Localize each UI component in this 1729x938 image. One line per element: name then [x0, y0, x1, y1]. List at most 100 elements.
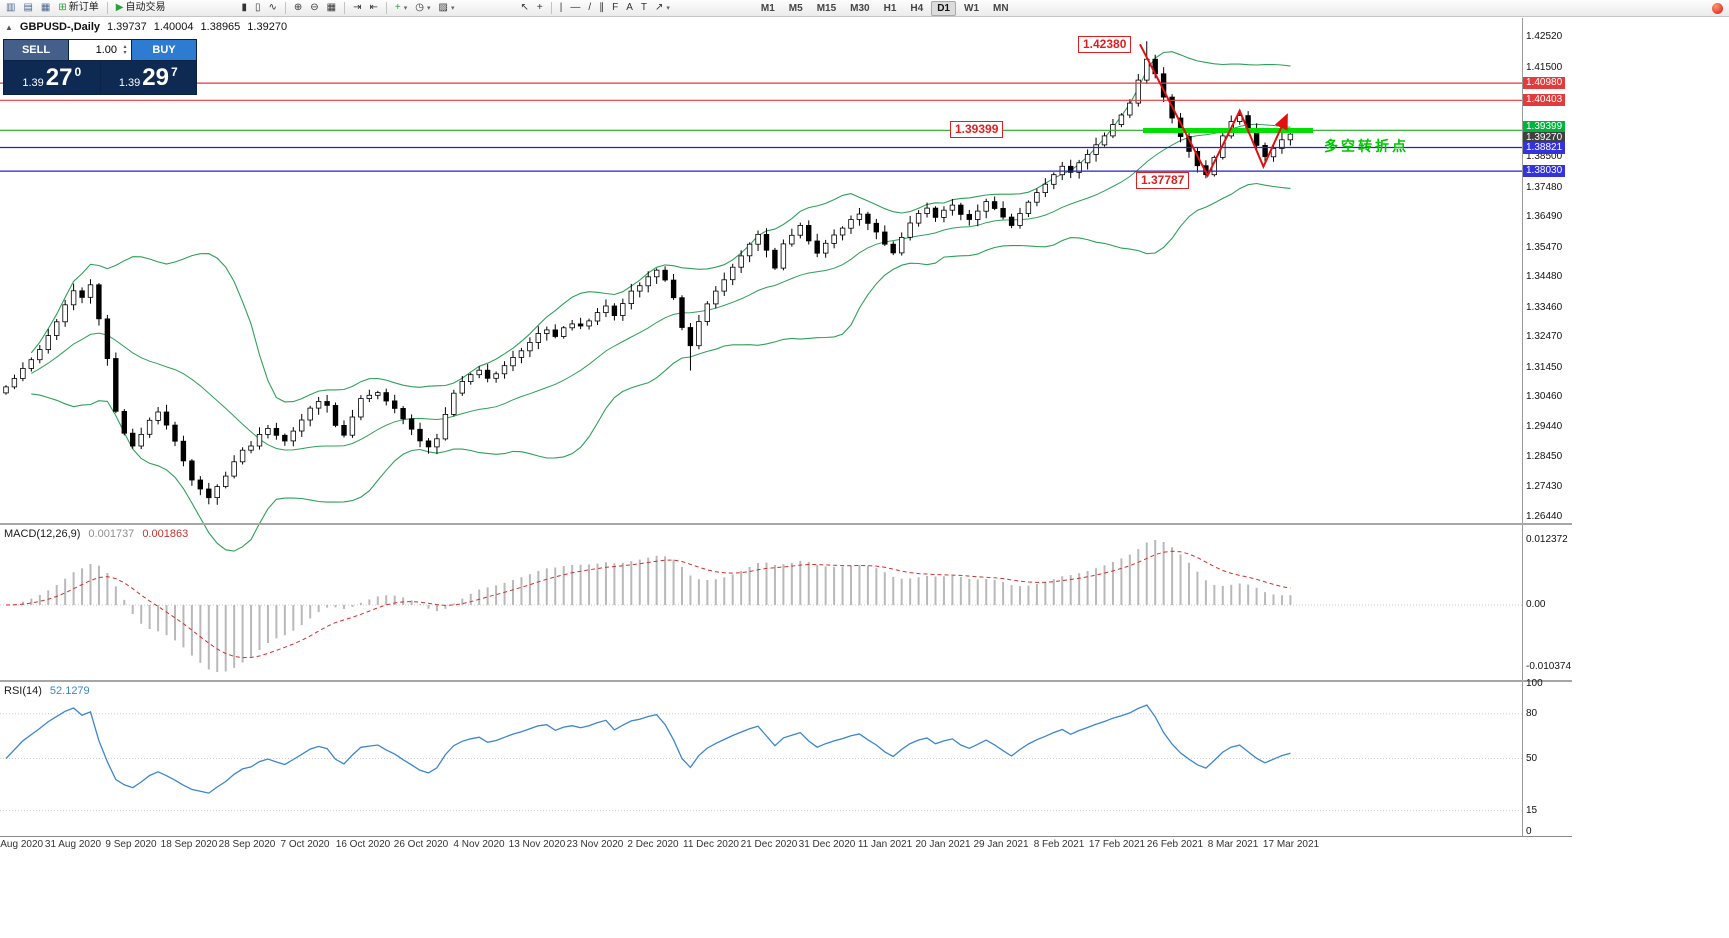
pane-separator-rsi[interactable]	[0, 680, 1572, 682]
date-label: 20 Jan 2021	[915, 839, 971, 850]
new-order-button[interactable]: ⊞ 新订单	[58, 2, 99, 13]
volume-increase-button[interactable]: ▴	[123, 44, 127, 50]
timeframe-h4[interactable]: H4	[910, 2, 924, 14]
date-label: 29 Jan 2021	[973, 839, 1029, 850]
date-label: 11 Dec 2020	[683, 839, 739, 850]
pane-separator-macd[interactable]	[0, 523, 1572, 525]
date-label: 21 Aug 2020	[0, 839, 44, 850]
macd-value-main: 0.001737	[88, 528, 135, 540]
label-icon[interactable]: T	[640, 2, 647, 13]
date-label: 26 Oct 2020	[393, 839, 449, 850]
horizontal-line-icon[interactable]: —	[570, 2, 581, 13]
date-label: 17 Mar 2021	[1262, 839, 1320, 850]
macd-value-signal: 0.001863	[142, 528, 189, 540]
support-zone-line	[1143, 128, 1313, 133]
one-click-toggle-icon[interactable]: ▲	[5, 23, 13, 32]
tile-windows-icon[interactable]: ▦	[326, 2, 337, 13]
date-label: 9 Sep 2020	[105, 839, 157, 850]
price-axis-border	[1522, 18, 1523, 836]
vertical-line-icon[interactable]: |	[559, 2, 563, 13]
toolbar-separator	[284, 2, 286, 14]
rsi-value: 52.1279	[49, 685, 90, 697]
rsi-label: RSI(14) 52.1279	[4, 685, 90, 697]
sell-price-prefix: 1.39	[22, 77, 44, 89]
toolbar-separator	[550, 2, 552, 14]
timeframe-m1[interactable]: M1	[760, 2, 775, 14]
timeframe-w1[interactable]: W1	[964, 2, 979, 14]
date-label: 4 Nov 2020	[453, 839, 505, 850]
line-chart-icon[interactable]: ∿	[268, 2, 277, 13]
timeframe-d1[interactable]: D1	[931, 0, 956, 16]
candlestick-chart-icon[interactable]: ▯	[254, 2, 261, 13]
macd-name: MACD(12,26,9)	[4, 528, 81, 540]
cursor-icon[interactable]: ↖	[520, 2, 529, 13]
macd-histogram	[13, 540, 1292, 672]
buy-price-pips: 29	[142, 63, 169, 91]
candlestick-series	[3, 41, 1294, 505]
sell-price-frac: 0	[74, 65, 82, 79]
zoom-in-icon[interactable]: ⊕	[293, 2, 303, 13]
volume-box: ▴ ▾	[69, 40, 131, 60]
date-label: 26 Feb 2021	[1146, 839, 1204, 850]
chart-profiles-icon[interactable]: ▤	[23, 2, 33, 13]
bollinger-upper	[30, 51, 1291, 403]
market-watch-icon[interactable]: ▦	[40, 2, 51, 13]
rsi-name: RSI(14)	[4, 685, 42, 697]
chart-shift-icon[interactable]: ⇤	[369, 2, 378, 13]
text-icon[interactable]: A	[626, 2, 633, 13]
equidistant-channel-icon[interactable]: ∥	[599, 2, 605, 13]
price-axis[interactable]	[1522, 18, 1572, 836]
trendline-icon[interactable]: /	[588, 2, 592, 13]
date-label: 23 Nov 2020	[566, 839, 624, 850]
sell-price-pips: 27	[45, 63, 73, 91]
date-label: 31 Aug 2020	[44, 839, 102, 850]
sell-price[interactable]: 1.39 27 0	[4, 61, 101, 94]
timeframe-m30[interactable]: M30	[850, 2, 870, 14]
timeframe-m5[interactable]: M5	[788, 2, 803, 14]
date-label: 11 Jan 2021	[857, 839, 913, 850]
date-label: 8 Feb 2021	[1033, 839, 1085, 850]
buy-price-prefix: 1.39	[118, 77, 141, 89]
crosshair-icon[interactable]: +	[536, 2, 543, 13]
timeframe-mn[interactable]: MN	[993, 2, 1009, 14]
fibonacci-icon[interactable]: F	[612, 2, 619, 13]
date-axis-border	[0, 836, 1572, 837]
date-label: 21 Dec 2020	[740, 839, 798, 850]
date-label: 13 Nov 2020	[508, 839, 566, 850]
macd-signal-line	[5, 550, 1291, 659]
buy-button[interactable]: BUY	[131, 40, 196, 60]
auto-scroll-icon[interactable]: ⇥	[353, 2, 362, 13]
bar-chart-icon[interactable]: ▮	[241, 2, 247, 13]
ohlc-close: 1.39270	[247, 21, 288, 33]
volume-decrease-button[interactable]: ▾	[123, 50, 127, 56]
rsi-line	[5, 704, 1291, 794]
bollinger-lower	[31, 182, 1291, 552]
periods-icon[interactable]: ◷ ▾	[415, 2, 431, 13]
sell-button[interactable]: SELL	[4, 40, 69, 60]
volume-input[interactable]	[69, 43, 119, 57]
zoom-out-icon[interactable]: ⊖	[310, 2, 319, 13]
ohlc-low: 1.38965	[200, 21, 241, 33]
chart-symbol-label: GBPUSD-,Daily	[19, 21, 100, 33]
indicators-icon[interactable]: + ▾	[394, 2, 408, 13]
timeframe-h1[interactable]: H1	[883, 2, 897, 14]
templates-icon[interactable]: ▨ ▾	[438, 2, 455, 13]
date-label: 31 Dec 2020	[798, 839, 856, 850]
auto-trading-button[interactable]: ▶ 自动交易	[115, 2, 166, 13]
toolbar-separator	[106, 2, 108, 14]
date-label: 17 Feb 2021	[1088, 839, 1146, 850]
status-indicator-icon[interactable]	[1712, 3, 1723, 14]
toolbar-separator	[385, 2, 387, 14]
date-label: 2 Dec 2020	[627, 839, 679, 850]
timeframe-m15[interactable]: M15	[816, 2, 837, 14]
date-label: 16 Oct 2020	[335, 839, 391, 850]
new-chart-icon[interactable]: ▥	[6, 2, 16, 13]
date-label: 8 Mar 2021	[1207, 839, 1259, 850]
chart-header: ▲ GBPUSD-,Daily 1.39737 1.40004 1.38965 …	[5, 21, 287, 33]
buy-price[interactable]: 1.39 29 7	[101, 61, 197, 94]
buy-price-frac: 7	[170, 65, 178, 79]
arrows-icon[interactable]: ↗ ▾	[654, 2, 670, 13]
ohlc-open: 1.39737	[107, 21, 147, 33]
